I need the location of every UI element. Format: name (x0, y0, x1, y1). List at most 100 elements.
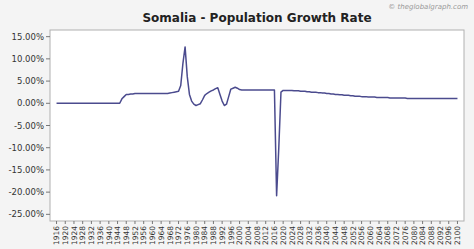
tick-label: 1992 (218, 226, 227, 245)
tick-label: -25.00% (9, 209, 44, 219)
tick (300, 221, 301, 224)
tick-label: 1984 (200, 226, 209, 245)
tick (326, 221, 327, 224)
tick (46, 81, 50, 82)
tick-label: 2060 (366, 226, 375, 245)
tick (257, 221, 258, 224)
tick-label: 2080 (410, 226, 419, 245)
x-axis: 1916192019241928193219361940194419481952… (52, 221, 462, 245)
plot-area (57, 47, 458, 196)
tick-label: 5.00% (17, 76, 44, 86)
tick-label: 2040 (322, 226, 331, 245)
tick-label: 2032 (305, 226, 314, 245)
tick-label: 1976 (183, 226, 192, 245)
tick (82, 221, 83, 224)
tick (422, 221, 423, 224)
tick-label: 1964 (157, 226, 166, 245)
tick-label: 1920 (61, 226, 70, 245)
tick (396, 221, 397, 224)
tick-label: 1936 (96, 226, 105, 245)
tick-label: 2076 (401, 226, 410, 245)
tick-label: 1996 (227, 226, 236, 245)
tick (46, 125, 50, 126)
tick (457, 221, 458, 224)
tick (152, 221, 153, 224)
title: Somalia - Population Growth Rate (142, 11, 371, 25)
tick-label: 2084 (418, 226, 427, 245)
tick-label: 2028 (296, 226, 305, 245)
tick-label: 2020 (279, 226, 288, 245)
plot-frame (50, 30, 464, 221)
tick (169, 221, 170, 224)
tick (291, 221, 292, 224)
tick-label: 2096 (444, 226, 453, 245)
tick (335, 221, 336, 224)
tick (352, 221, 353, 224)
tick-label: 1948 (122, 226, 131, 245)
tick (379, 221, 380, 224)
tick (344, 221, 345, 224)
tick-label: 2024 (288, 226, 297, 245)
line (57, 47, 458, 196)
tick (283, 221, 284, 224)
tick (413, 221, 414, 224)
tick (204, 221, 205, 224)
tick (361, 221, 362, 224)
tick (143, 221, 144, 224)
tick-label: 2064 (375, 226, 384, 245)
tick-label: 1928 (78, 226, 87, 245)
tick-label: 2048 (340, 226, 349, 245)
tick (187, 221, 188, 224)
tick (46, 169, 50, 170)
tick (431, 221, 432, 224)
y-axis: -25.00%-20.00%-15.00%-10.00%-5.00%0.00%5… (9, 32, 50, 220)
tick-label: 1916 (52, 226, 61, 245)
tick (178, 221, 179, 224)
tick-label: 2052 (349, 226, 358, 245)
tick-label: 10.00% (12, 54, 44, 64)
tick-label: 2016 (270, 226, 279, 245)
tick-label: 1980 (192, 226, 201, 245)
tick-label: 1968 (166, 226, 175, 245)
tick-label: 1944 (113, 226, 122, 245)
tick-label: 2092 (436, 226, 445, 245)
tick (318, 221, 319, 224)
tick-label: 1972 (174, 226, 183, 245)
tick-label: 2004 (244, 226, 253, 245)
tick-label: 2000 (235, 226, 244, 245)
tick-label: 2012 (261, 226, 270, 245)
tick-label: 2008 (253, 226, 262, 245)
tick (46, 147, 50, 148)
tick (370, 221, 371, 224)
tick-label: 1960 (148, 226, 157, 245)
tick-label: -15.00% (9, 165, 44, 175)
tick (387, 221, 388, 224)
tick (222, 221, 223, 224)
chart: -25.00%-20.00%-15.00%-10.00%-5.00%0.00%5… (0, 0, 474, 249)
tick (65, 221, 66, 224)
tick-label: 2056 (357, 226, 366, 245)
tick-label: 1924 (70, 226, 79, 245)
tick (274, 221, 275, 224)
tick (440, 221, 441, 224)
tick (46, 192, 50, 193)
tick (195, 221, 196, 224)
tick (100, 221, 101, 224)
tick (126, 221, 127, 224)
tick (56, 221, 57, 224)
tick (108, 221, 109, 224)
tick (46, 214, 50, 215)
tick-label: 2088 (427, 226, 436, 245)
tick (134, 221, 135, 224)
tick (117, 221, 118, 224)
tick (248, 221, 249, 224)
tick-label: 15.00% (12, 32, 44, 42)
tick (239, 221, 240, 224)
tick-label: 0.00% (17, 98, 44, 108)
tick (46, 36, 50, 37)
tick-label: -10.00% (9, 143, 44, 153)
annotation: © theglobalgraph.com (388, 3, 468, 11)
tick (91, 221, 92, 224)
tick (309, 221, 310, 224)
tick-label: -5.00% (14, 121, 44, 131)
